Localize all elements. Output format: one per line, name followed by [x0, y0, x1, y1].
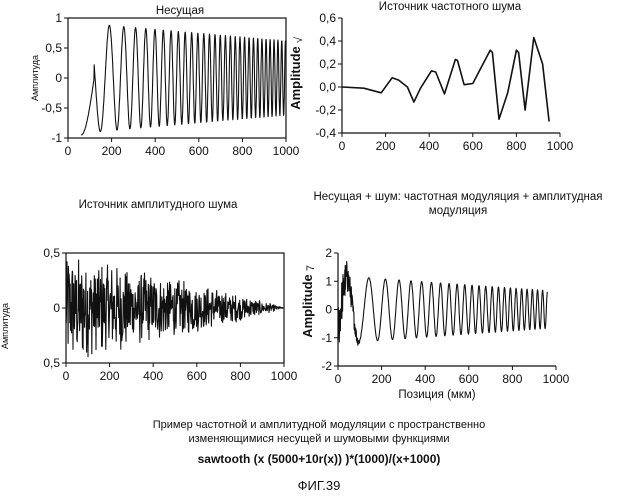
- modulated-xtick-label: 200: [372, 372, 392, 386]
- freq-noise-series-line: [341, 36, 550, 122]
- carrier-series-line: [80, 24, 287, 136]
- modulated-xtick-label: 600: [459, 372, 479, 386]
- modulated-ytick-label: 2: [325, 246, 332, 260]
- carrier-xtick-label: 600: [189, 144, 209, 158]
- carrier-ytick-label: 0,5: [45, 41, 62, 55]
- amp-noise-xtick-label: 200: [100, 369, 120, 383]
- formula-text: sawtooth (x (5000+10r(x)) )*(1000)/(x+10…: [197, 452, 441, 466]
- freq-noise-ylabel: Amplitude: [288, 46, 303, 110]
- freq-noise-xtick-label: 200: [376, 139, 396, 153]
- modulated-ylabel: Amplitude: [300, 274, 315, 338]
- freq-noise-xtick-label: 0: [339, 139, 346, 153]
- carrier-ylabel: Амплитуда: [30, 55, 40, 101]
- carrier-panel: [64, 17, 287, 142]
- modulated-xlabel: Позиция (мкм): [398, 389, 475, 401]
- carrier-xtick-label: 0: [65, 144, 72, 158]
- modulated-xtick-label: 800: [502, 372, 522, 386]
- carrier-ytick-label: 1: [55, 11, 62, 25]
- amp-noise-xtick-label: 400: [143, 369, 163, 383]
- freq-noise-ytick-label: 0,0: [319, 80, 336, 94]
- amp-noise-xtick-label: 800: [230, 369, 250, 383]
- figure-label: ФИГ.39: [297, 478, 341, 493]
- amp-noise-ytick-label: 0: [53, 301, 60, 315]
- carrier-xtick-label: 800: [232, 144, 252, 158]
- freq-noise-ytick-label: 0,4: [319, 34, 336, 48]
- carrier-ytick-label: 0: [55, 71, 62, 85]
- amp-noise-xtick-label: 600: [187, 369, 207, 383]
- freq-noise-ytick-label: 0,6: [319, 11, 336, 25]
- amp-noise-xtick-label: 1000: [271, 369, 298, 383]
- modulated-ytick-label: -2: [321, 359, 332, 373]
- modulated-title: Несущая + шум: частотная модуляция + амп…: [313, 191, 602, 217]
- amp-noise-ylabel: Амплитуда: [0, 303, 10, 349]
- freq-noise-xtick-label: 600: [463, 139, 483, 153]
- amp-noise-ytick-label: 0,5: [43, 246, 60, 260]
- figure-caption: Пример частотной и амплитудной модуляции…: [0, 418, 638, 446]
- carrier-xtick-label: 1000: [273, 144, 300, 158]
- caption-line-2: изменяющимися несущей и шумовыми функция…: [188, 433, 450, 445]
- modulated-panel: [334, 252, 557, 370]
- modulated-ytick-label: 0: [325, 303, 332, 317]
- carrier-title: Несущая: [156, 5, 204, 17]
- modulated-xtick-label: 0: [335, 372, 342, 386]
- modulated-xtick-label: 400: [415, 372, 435, 386]
- carrier-xtick-label: 200: [102, 144, 122, 158]
- amp-noise-xtick-label: 0: [63, 369, 70, 383]
- freq-noise-ytick-label: 0,2: [319, 57, 336, 71]
- amp-noise-panel: [62, 252, 285, 367]
- freq-noise-title: Источник частотного шума: [379, 1, 522, 13]
- amp-noise-title: Источник амплитудного шума: [79, 199, 238, 211]
- modulated-series-line: [337, 260, 548, 346]
- carrier-ytick-label: -0,5: [41, 101, 62, 115]
- freq-noise-xtick-label: 400: [419, 139, 439, 153]
- modulated-ytick-label: 1: [325, 274, 332, 288]
- freq-noise-xtick-label: 800: [506, 139, 526, 153]
- carrier-xtick-label: 400: [145, 144, 165, 158]
- amp-noise-ytick-label: 0,5: [43, 356, 60, 370]
- freq-noise-ytick-label: -0,4: [315, 126, 336, 140]
- amp-noise-series-line: [65, 259, 284, 358]
- carrier-ytick-label: -1: [51, 131, 62, 145]
- modulated-ytick-label: -1: [321, 331, 332, 345]
- caption-line-1: Пример частотной и амплитудной модуляции…: [152, 419, 486, 431]
- freq-noise-ylabel-mark: √: [293, 36, 305, 43]
- freq-noise-ytick-label: -0,2: [315, 103, 336, 117]
- freq-noise-xtick-label: 1000: [547, 139, 574, 153]
- modulated-ylabel-mark: 7: [305, 265, 317, 271]
- freq-noise-panel: [338, 17, 561, 137]
- modulated-xtick-label: 1000: [543, 372, 570, 386]
